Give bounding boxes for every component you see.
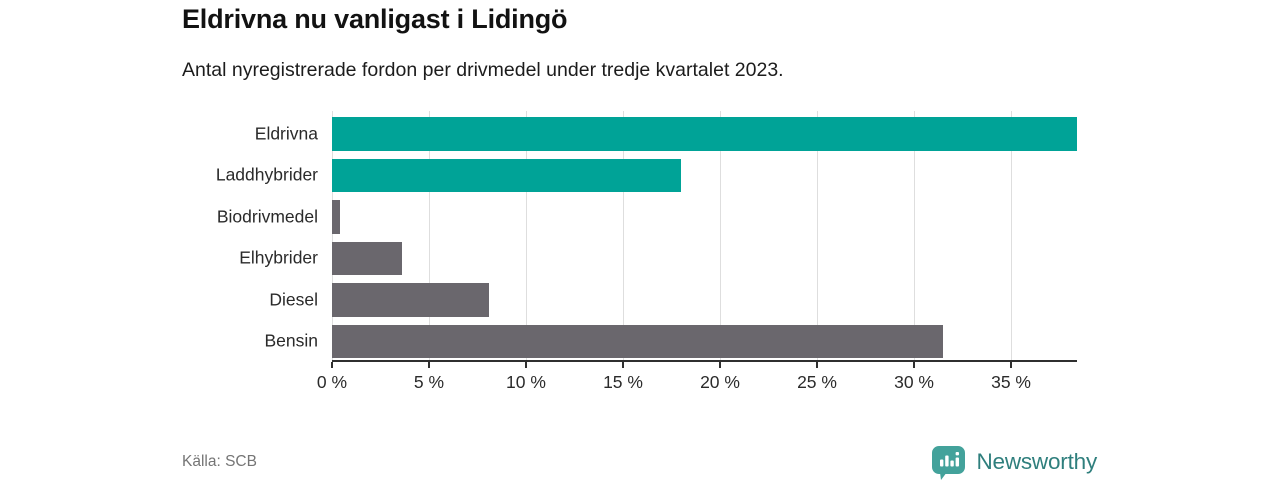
x-axis-tick-label: 0 % [316, 372, 348, 392]
x-axis-tick [719, 362, 722, 368]
bar-row-biodrivmedel: Biodrivmedel [217, 194, 1077, 236]
category-label-elhybrider: Elhybrider [239, 247, 318, 268]
gridline-20 [720, 111, 722, 360]
newsworthy-logo: Newsworthy [930, 444, 1097, 480]
bar-laddhybrider [332, 158, 682, 192]
x-axis-tick-label: 30 % [894, 372, 934, 392]
chart-subtitle: Antal nyregistrerade fordon per drivmede… [182, 59, 784, 81]
source-note: Källa: SCB [182, 453, 257, 470]
gridline-5 [429, 111, 430, 360]
bar-elhybrider [332, 241, 402, 275]
gridline-35 [1011, 111, 1013, 360]
bar-bensin [332, 324, 944, 358]
gridline-30 [914, 111, 916, 360]
x-axis-tick [525, 362, 527, 368]
bar-row-elhybrider: Elhybrider [239, 236, 1077, 278]
bar-row-bensin: Bensin [264, 319, 1077, 361]
x-axis-tick [1010, 362, 1013, 368]
x-axis-tick [622, 362, 625, 368]
x-axis-tick [816, 362, 819, 368]
bar-diesel [332, 283, 490, 317]
newsworthy-logo-icon [932, 446, 966, 480]
category-label-diesel: Diesel [269, 289, 318, 310]
bar-row-eldrivna: Eldrivna [255, 111, 1077, 153]
logo-bars [940, 452, 960, 467]
gridline-15 [623, 111, 625, 360]
category-label-eldrivna: Eldrivna [254, 123, 318, 144]
x-axis-tick-label: 35 % [991, 372, 1031, 392]
x-axis-tick [331, 362, 333, 368]
gridline-10 [526, 111, 527, 360]
gridline-25 [817, 111, 819, 360]
x-axis-tick-label: 10 % [506, 372, 546, 392]
x-axis-line [332, 360, 1077, 362]
x-axis-tick [428, 362, 430, 368]
bar-row-laddhybrider: Laddhybrider [216, 153, 1077, 195]
chart-title: Eldrivna nu vanligast i Lidingö [182, 4, 568, 34]
newsworthy-logo-text: Newsworthy [976, 449, 1097, 474]
bar-chart-plot-area: 0 % 5 % 10 % 15 % 20 % 25 % 30 % 35 % Eldrivna La… [216, 111, 1077, 392]
bar-eldrivna [332, 117, 1077, 151]
x-axis-tick [913, 362, 916, 368]
gridline-0 [332, 111, 333, 360]
category-label-bensin: Bensin [264, 330, 318, 351]
bar-biodrivmedel [332, 200, 340, 234]
x-axis-tick-label: 5 % [413, 372, 445, 392]
bar-row-diesel: Diesel [269, 277, 1077, 319]
x-axis-tick-label: 20 % [700, 372, 740, 392]
category-label-laddhybrider: Laddhybrider [215, 164, 318, 185]
x-axis-tick-label: 15 % [603, 372, 643, 392]
category-label-biodrivmedel: Biodrivmedel [216, 206, 318, 227]
x-axis-tick-label: 25 % [797, 372, 837, 392]
